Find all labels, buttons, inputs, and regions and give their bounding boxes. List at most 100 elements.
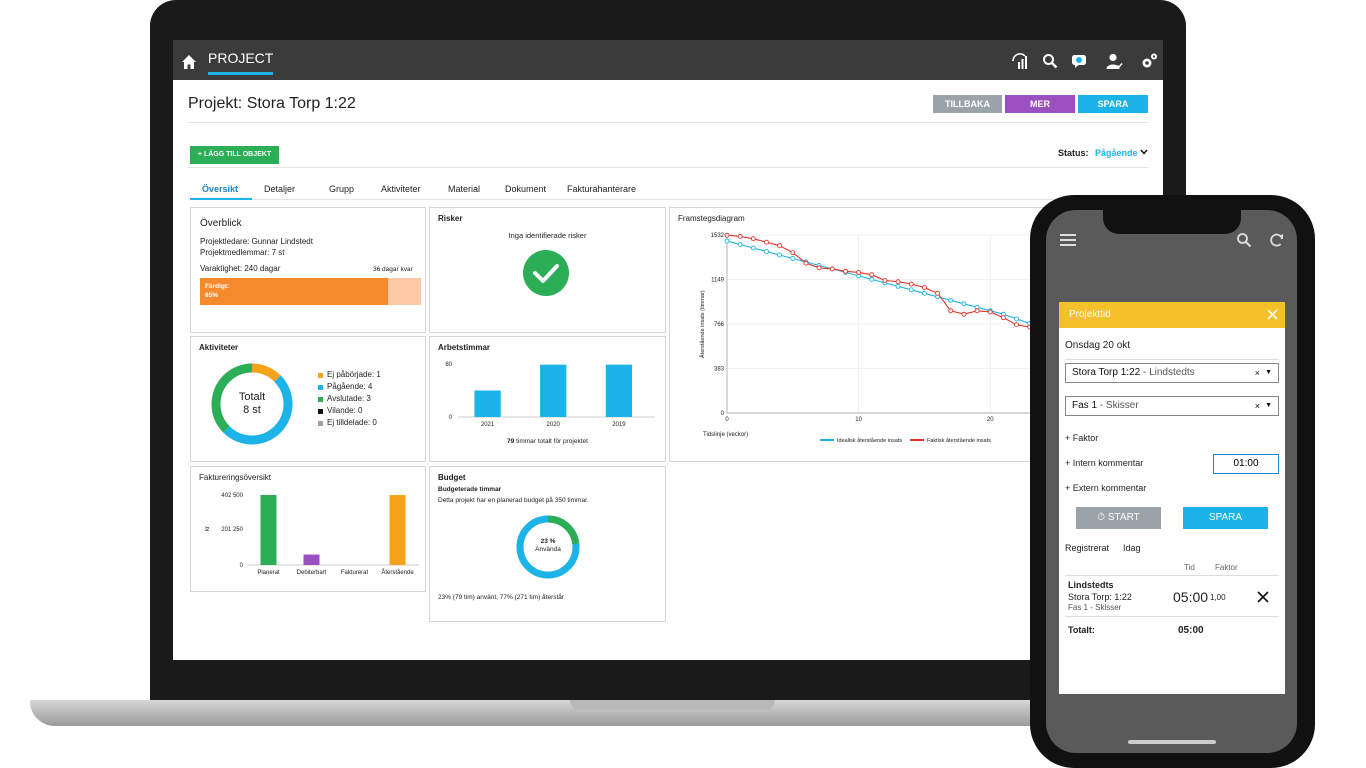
series-point (777, 252, 783, 258)
series-point (869, 272, 875, 278)
budget-subtitle: Budgeterade timmar (438, 486, 502, 493)
close-icon[interactable] (1267, 309, 1278, 320)
y-tick: 1149 (711, 278, 725, 284)
series-point (803, 260, 809, 266)
y-tick: 1532 (711, 233, 725, 239)
series-point (1014, 322, 1019, 328)
back-button[interactable]: TILLBAKA (933, 95, 1002, 113)
billing-bar (389, 495, 406, 565)
series-point (829, 266, 835, 272)
chevron-down-icon[interactable] (1140, 149, 1148, 155)
add-factor-link[interactable]: + Faktor (1065, 433, 1099, 443)
hours-card: Arbetstimmar 80 0 2021 2020 2019 79 timmar… (429, 336, 666, 462)
tab-grupp[interactable]: Grupp (329, 184, 355, 194)
modal-date: Onsdag 20 okt (1065, 340, 1131, 351)
series-point (948, 297, 954, 303)
activities-card: Aktiviteter Totalt 8 st Ej påbörjade: 1 P… (190, 336, 426, 462)
series-point (895, 279, 901, 285)
series-point (777, 243, 783, 249)
search-icon[interactable] (1236, 232, 1252, 248)
billing-bar (303, 554, 320, 565)
phone-save-button[interactable]: SPARA (1183, 507, 1268, 529)
phase-desc: - Skisser (1097, 400, 1139, 411)
menu-icon[interactable] (1060, 234, 1076, 246)
phase-select[interactable]: Fas 1 - Skisser × ▼ (1065, 396, 1279, 416)
series-point (869, 276, 875, 282)
status-value[interactable]: Pågående (1095, 148, 1138, 158)
hours-ytick-bottom: 0 (449, 415, 453, 421)
progress-chart-title: Framstegsdiagram (678, 214, 745, 223)
legend-swatch (318, 421, 323, 426)
home-indicator (1128, 740, 1216, 744)
save-button[interactable]: SPARA (1078, 95, 1148, 113)
legend-label: Ej tilldelade: 0 (327, 418, 377, 427)
entry-project: Stora Torp: 1:22 (1068, 592, 1132, 602)
legend-swatch (318, 409, 323, 414)
active-tab-indicator (190, 198, 252, 200)
search-icon[interactable] (1041, 52, 1059, 70)
tab-material[interactable]: Material (448, 184, 481, 194)
xlabel: Tidslinje (veckor) (703, 432, 748, 438)
col-time: Tid (1184, 563, 1195, 572)
series-point (790, 256, 796, 261)
settings-icon[interactable] (1140, 52, 1158, 70)
tab-fakturahanterare[interactable]: Fakturahanterare (567, 184, 637, 194)
col-factor: Faktor (1215, 563, 1238, 572)
legend-ideal: Idealisk återstående insats (837, 437, 902, 444)
series-point (974, 308, 980, 314)
dropdown-arrow-icon[interactable]: ▼ (1265, 402, 1272, 409)
tab-aktiviteter[interactable]: Aktiviteter (381, 184, 421, 194)
hours-footer-text: timmar totalt för projektet (516, 438, 588, 445)
app-header: PROJECT (173, 40, 1163, 80)
x-tick: 10 (855, 417, 862, 423)
clear-icon[interactable]: × (1254, 401, 1260, 411)
ylabel: Återstående insats (timmar) (699, 290, 706, 358)
tab-dokument[interactable]: Dokument (505, 184, 547, 194)
dropdown-arrow-icon[interactable]: ▼ (1265, 369, 1272, 376)
hours-footer: 79 timmar totalt för projektet (430, 438, 665, 445)
progress-fill (200, 278, 388, 305)
app-name[interactable]: PROJECT (208, 50, 274, 75)
add-internal-comment-link[interactable]: + Intern kommentar (1065, 458, 1144, 468)
billing-xtick: Planerat (257, 570, 280, 576)
series-point (737, 233, 743, 239)
add-external-comment-link[interactable]: + Extern kommentar (1065, 483, 1147, 493)
start-button[interactable]: ⏱ START (1076, 507, 1161, 529)
budget-footer: 23% (79 tim) använt, 77% (271 tim) åters… (438, 594, 565, 601)
series-point (750, 236, 756, 242)
user-icon[interactable] (1105, 52, 1123, 70)
budget-donut (516, 515, 580, 579)
done-label: Färdigt: (205, 283, 230, 290)
overview-title: Överblick (200, 218, 242, 229)
delete-entry-icon[interactable] (1257, 591, 1269, 603)
time-modal: Projekttid Onsdag 20 okt Stora Torp 1:22… (1059, 302, 1285, 694)
phone-notch (1103, 210, 1241, 234)
activities-title: Aktiviteter (199, 343, 239, 352)
clear-icon[interactable]: × (1254, 368, 1260, 378)
series-point (764, 239, 769, 245)
more-button[interactable]: MER (1005, 95, 1075, 113)
legend-label: Avslutade: 3 (327, 394, 371, 403)
registered-label: Registrerat (1065, 543, 1110, 553)
divider (188, 167, 1148, 168)
stats-icon[interactable] (1011, 52, 1029, 70)
tabs-line (188, 199, 1148, 200)
chat-icon[interactable] (1070, 52, 1088, 70)
tab-detaljer[interactable]: Detaljer (264, 184, 296, 194)
series-point (921, 290, 927, 296)
project-manager: Projektledare: Gunnar Lindstedt (200, 237, 313, 246)
project-select[interactable]: Stora Torp 1:22 - Lindstedts × ▼ (1065, 363, 1279, 383)
tab-oversikt[interactable]: Översikt (202, 184, 239, 194)
add-object-button[interactable]: + LÄGG TILL OBJEKT (190, 146, 279, 164)
series-point (1000, 315, 1006, 321)
hours-xtick: 2020 (547, 422, 561, 428)
hours-bar-chart: 80 0 2021 2020 2019 (445, 362, 655, 428)
time-input[interactable]: 01:00 (1213, 454, 1279, 474)
budget-card: Budget Budgeterade timmar Detta projekt … (429, 466, 666, 622)
overview-card: Överblick Projektledare: Gunnar Lindsted… (190, 207, 426, 333)
divider (1065, 616, 1279, 617)
home-icon[interactable] (181, 54, 197, 70)
refresh-icon[interactable] (1269, 232, 1285, 248)
x-tick: 0 (725, 417, 729, 423)
billing-xtick: Återstående (381, 569, 414, 576)
